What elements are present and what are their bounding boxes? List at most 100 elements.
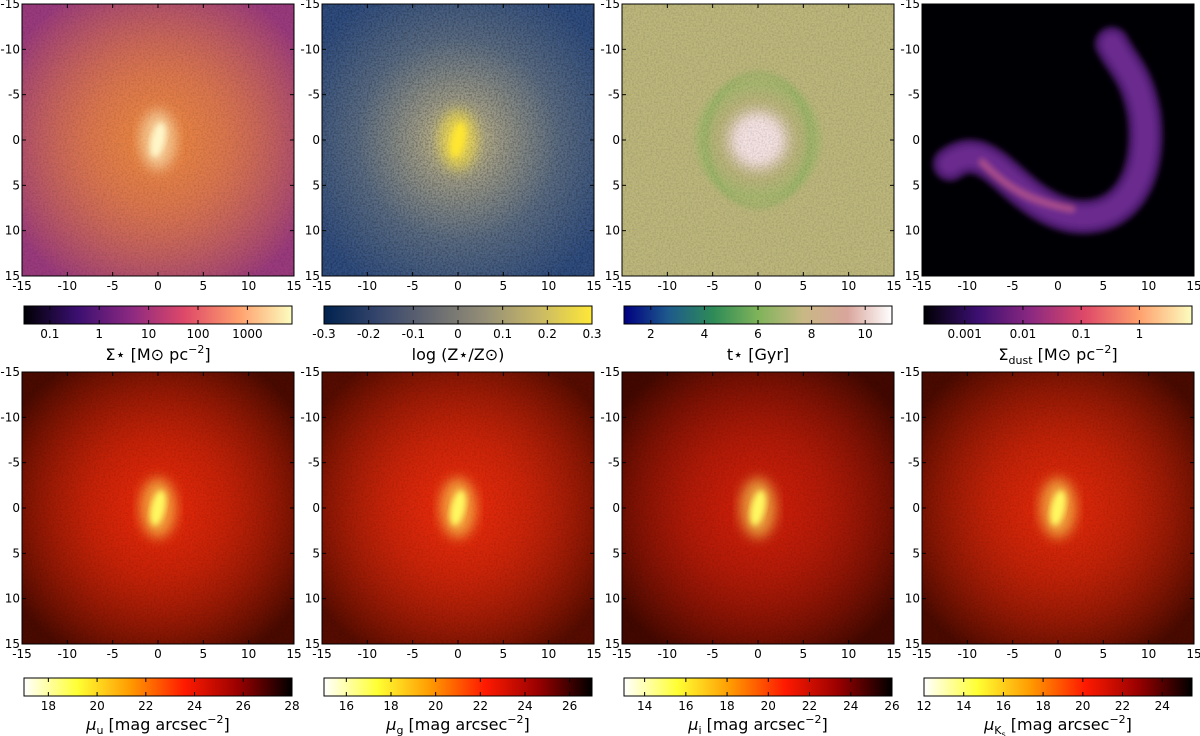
y-tick-label: 15 <box>905 637 920 651</box>
colorbar-tick-label: 1000 <box>232 327 263 341</box>
y-tick-label: 15 <box>5 269 20 283</box>
y-tick-label: 10 <box>605 224 620 238</box>
y-tick-label: 15 <box>605 637 620 651</box>
y-tick-label: -10 <box>0 410 20 424</box>
colorbar-tick-label: 10 <box>858 327 873 341</box>
colorbar <box>23 305 293 325</box>
x-tick-label: -15 <box>12 647 32 661</box>
y-tick-label: 0 <box>612 133 620 147</box>
x-tick-label: 5 <box>800 279 808 293</box>
colorbar-tick-label: 4 <box>701 327 709 341</box>
colorbar-tick-label: 26 <box>562 699 577 713</box>
colorbar-tick-label: 0.01 <box>1010 327 1037 341</box>
y-tick-label: -15 <box>900 365 920 379</box>
colorbar-tick-label: 22 <box>802 699 817 713</box>
colorbar-tick-label: 20 <box>761 699 776 713</box>
x-tick-label: 15 <box>1186 279 1200 293</box>
colorbar-tick-label: 14 <box>956 699 971 713</box>
y-tick-label: -10 <box>600 410 620 424</box>
y-tick-label: 5 <box>12 546 20 560</box>
y-tick-label: 15 <box>305 637 320 651</box>
heatmap-image <box>22 372 294 644</box>
y-tick-label: -5 <box>8 88 20 102</box>
colorbar-tick-label: 1 <box>95 327 103 341</box>
heatmap-image <box>922 4 1194 276</box>
colorbar-tick-label: 0.1 <box>493 327 512 341</box>
colorbar-tick-label: 0.2 <box>538 327 557 341</box>
y-tick-label: 0 <box>12 133 20 147</box>
x-tick-label: 0 <box>154 279 162 293</box>
x-tick-label: 0 <box>754 647 762 661</box>
x-tick-label: 10 <box>541 647 556 661</box>
x-tick-label: 0 <box>754 279 762 293</box>
x-tick-label: 0 <box>454 279 462 293</box>
colorbar-tick-label: 14 <box>637 699 652 713</box>
colorbar-tick-label: 0.1 <box>40 327 59 341</box>
colorbar-label: Σdust [M⊙ pc−2] <box>998 343 1117 367</box>
y-tick-label: -15 <box>600 0 620 11</box>
colorbar-tick-label: 22 <box>473 699 488 713</box>
heatmap-image <box>22 4 294 276</box>
y-tick-label: -5 <box>308 88 320 102</box>
colorbar-tick-label: 0.1 <box>1072 327 1091 341</box>
x-tick-label: -5 <box>407 279 419 293</box>
colorbar <box>323 677 593 697</box>
x-tick-label: 15 <box>286 647 301 661</box>
x-tick-label: 15 <box>1186 647 1200 661</box>
x-tick-label: 0 <box>454 647 462 661</box>
colorbar-tick-label: 20 <box>1075 699 1090 713</box>
heatmap-image <box>622 372 894 644</box>
x-tick-label: 10 <box>1141 279 1156 293</box>
y-tick-label: 5 <box>312 546 320 560</box>
x-tick-label: 15 <box>286 279 301 293</box>
colorbar-tick-label: 20 <box>89 699 104 713</box>
colorbar <box>923 677 1193 697</box>
colorbar-tick-label: 0.001 <box>948 327 982 341</box>
colorbar-tick-label: 1 <box>1136 327 1144 341</box>
x-tick-label: 0 <box>154 647 162 661</box>
y-tick-label: 0 <box>912 501 920 515</box>
y-tick-label: -15 <box>300 0 320 11</box>
colorbar-tick-label: 18 <box>1035 699 1050 713</box>
y-tick-label: 0 <box>12 501 20 515</box>
colorbar-tick-label: 6 <box>754 327 762 341</box>
colorbar-tick-label: 18 <box>383 699 398 713</box>
colorbar-tick-label: 26 <box>236 699 251 713</box>
x-tick-label: 10 <box>241 279 256 293</box>
colorbar <box>23 677 293 697</box>
colorbar-tick-label: 16 <box>996 699 1011 713</box>
x-tick-label: -10 <box>958 647 978 661</box>
y-tick-label: 15 <box>5 637 20 651</box>
y-tick-label: 15 <box>905 269 920 283</box>
x-tick-label: -5 <box>407 647 419 661</box>
x-tick-label: 5 <box>500 279 508 293</box>
y-tick-label: -5 <box>608 456 620 470</box>
colorbar-tick-label: 18 <box>719 699 734 713</box>
colorbar-tick-label: -0.1 <box>402 327 425 341</box>
x-tick-label: 5 <box>1100 279 1108 293</box>
y-tick-label: 10 <box>305 592 320 606</box>
heatmap-image <box>322 372 594 644</box>
y-tick-label: 0 <box>912 133 920 147</box>
y-tick-label: -15 <box>0 0 20 11</box>
x-tick-label: -10 <box>958 279 978 293</box>
y-tick-label: -5 <box>608 88 620 102</box>
x-tick-label: -10 <box>658 279 678 293</box>
colorbar-tick-label: 8 <box>808 327 816 341</box>
colorbar-tick-label: 24 <box>517 699 532 713</box>
x-tick-label: 15 <box>586 647 601 661</box>
y-tick-label: -10 <box>300 42 320 56</box>
x-tick-label: 15 <box>886 279 901 293</box>
x-tick-label: -10 <box>58 279 78 293</box>
colorbar-tick-label: 22 <box>138 699 153 713</box>
x-tick-label: -15 <box>612 647 632 661</box>
colorbar-tick-label: 0.3 <box>582 327 601 341</box>
x-tick-label: 10 <box>1141 647 1156 661</box>
y-tick-label: 5 <box>312 178 320 192</box>
